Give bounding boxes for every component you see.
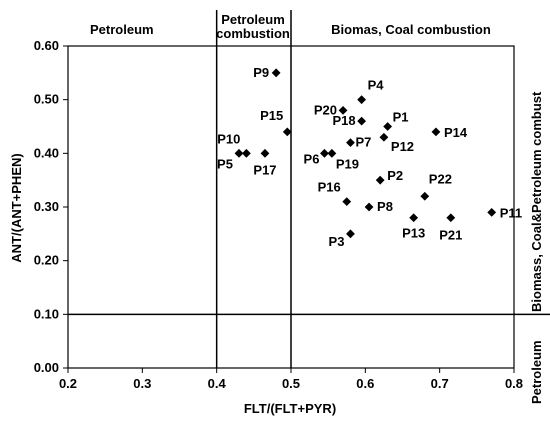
data-point-p8 [364,202,374,212]
x-axis-label: FLT/(FLT+PYR) [244,401,336,416]
point-label-p15: P15 [260,108,283,123]
x-tick-label: 0.6 [356,376,374,391]
y-tick-label: 0.40 [34,145,59,160]
point-label-p3: P3 [329,234,345,249]
x-tick-label: 0.2 [59,376,77,391]
point-label-p22: P22 [429,171,452,186]
region-label-biomass-coal: Biomas, Coal combustion [331,22,491,37]
region-label-petroleum-right: Petroleum [529,340,544,404]
reference-lines [68,10,550,368]
point-label-p13: P13 [402,226,425,241]
data-point-p17 [260,148,270,158]
data-point-p3 [346,229,355,239]
data-point-p4 [357,95,367,105]
point-label-p19: P19 [336,156,359,171]
data-point-p22 [420,191,430,201]
data-point-p11 [487,207,497,217]
y-tick-label: 0.50 [34,92,59,107]
point-label-p16: P16 [318,180,341,195]
data-point-p5 [234,148,244,158]
data-point-p12 [379,132,389,142]
data-point-p10 [242,148,251,158]
point-label-p18: P18 [332,113,355,128]
x-tick-label: 0.3 [133,376,151,391]
y-tick-label: 0.60 [34,38,59,53]
region-label-petroleum-combustion-line1: Petroleum [221,12,285,27]
point-label-p14: P14 [444,125,468,140]
x-tick-label: 0.7 [431,376,449,391]
point-label-p10: P10 [217,131,240,146]
y-tick-label: 0.10 [34,306,59,321]
x-tick-label: 0.5 [282,376,300,391]
point-label-p20: P20 [314,102,337,117]
point-label-p12: P12 [391,139,414,154]
point-label-p5: P5 [217,156,233,171]
data-point-p15 [282,127,292,137]
point-label-p11: P11 [500,205,522,220]
y-axis-label: ANT/(ANT+PHEN) [9,153,24,262]
y-tick-label: 0.00 [34,360,59,375]
point-label-p4: P4 [368,78,385,93]
data-points: P1 P2 P3 P4 P5 P6 P7 P8 P9 P10 P11 P12 P13 P14 P15 P16 P… [217,65,522,249]
y-tick-label: 0.30 [34,199,59,214]
point-label-p8: P8 [377,199,393,214]
data-point-p20 [338,106,348,115]
region-label-biomass-coal-petroleum: Biomass, Coal&Petroleum combust [529,91,544,312]
data-point-p14 [431,127,441,137]
point-label-p6: P6 [304,151,320,166]
point-label-p2: P2 [387,168,403,183]
data-point-p9 [271,68,281,78]
data-point-p2 [375,175,385,185]
point-label-p9: P9 [253,65,269,80]
data-point-p19 [327,148,337,158]
point-label-p17: P17 [253,162,276,177]
region-label-petroleum: Petroleum [90,22,154,37]
y-tick-label: 0.20 [34,253,59,268]
data-point-p1 [383,122,393,131]
axis-ticks: 0.2 0.3 0.4 0.5 0.6 0.7 0.8 0.00 0.10 0.20 0.30 0.4… [34,38,523,391]
point-label-p7: P7 [355,135,371,150]
data-point-p21 [446,213,456,223]
data-point-p16 [342,197,352,207]
data-point-p6 [320,148,329,158]
x-tick-label: 0.8 [505,376,523,391]
data-point-p13 [409,213,419,223]
region-label-petroleum-combustion-line2: combustion [216,26,290,41]
data-point-p18 [357,116,367,126]
data-point-p7 [346,138,355,147]
point-label-p1: P1 [393,110,409,125]
x-tick-label: 0.4 [208,376,227,391]
point-label-p21: P21 [439,228,462,243]
